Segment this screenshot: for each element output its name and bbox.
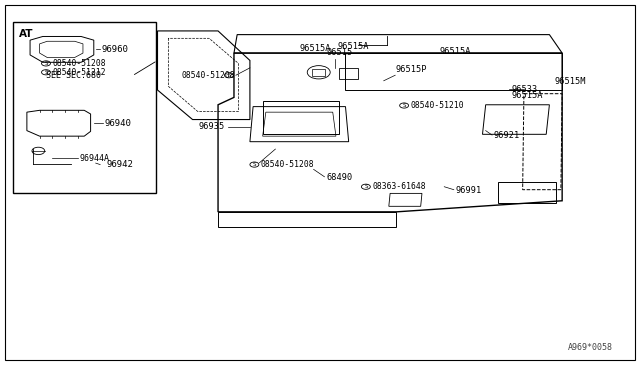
Bar (13, 22, 156, 193)
Text: 08540-51210: 08540-51210 (410, 101, 464, 110)
Text: 08540-51208: 08540-51208 (182, 71, 236, 80)
Text: 08540-51208: 08540-51208 (52, 59, 106, 68)
Text: 96515P: 96515P (395, 65, 427, 74)
Text: 08540-51208: 08540-51208 (260, 160, 314, 169)
Text: S: S (364, 184, 367, 189)
Text: 96960: 96960 (101, 45, 128, 54)
Text: S: S (227, 73, 230, 78)
Text: 96515A: 96515A (440, 47, 471, 56)
Text: 96515: 96515 (326, 48, 353, 57)
Text: 96515A: 96515A (511, 91, 543, 100)
Text: SEE SEC.680: SEE SEC.680 (46, 71, 101, 80)
Bar (312, 68, 325, 76)
Text: S: S (253, 162, 256, 167)
Text: 08540-51212: 08540-51212 (52, 68, 106, 77)
Text: 96942: 96942 (106, 160, 133, 169)
Bar (339, 68, 358, 79)
Text: 08363-61648: 08363-61648 (372, 182, 426, 191)
Text: 96921: 96921 (494, 131, 520, 140)
Text: 96944A: 96944A (79, 154, 109, 163)
Text: 96533: 96533 (511, 85, 538, 94)
Text: 68490: 68490 (326, 173, 353, 182)
Text: AT: AT (19, 29, 34, 39)
Text: 96515A: 96515A (300, 44, 331, 53)
Text: S: S (44, 70, 48, 75)
Text: S: S (44, 61, 48, 66)
Text: S: S (403, 103, 406, 108)
Text: A969*0058: A969*0058 (568, 343, 613, 352)
Text: 96935: 96935 (198, 122, 225, 131)
Text: 96940: 96940 (104, 119, 131, 128)
Text: 96991: 96991 (455, 186, 481, 195)
Text: 96515A: 96515A (338, 42, 369, 51)
Text: 96515M: 96515M (554, 77, 586, 86)
